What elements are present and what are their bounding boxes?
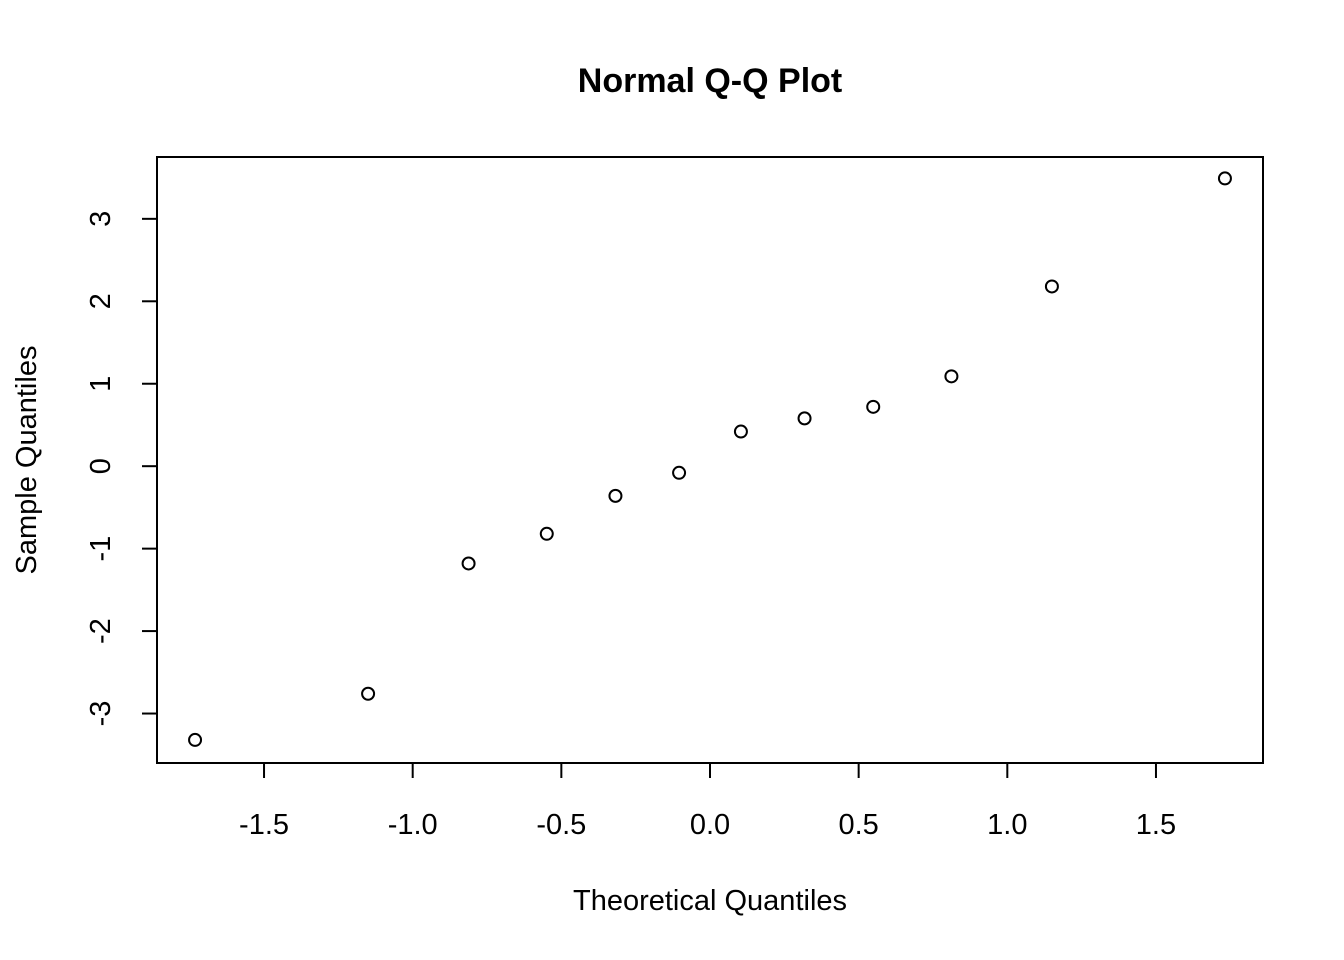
y-tick-label: 0 [85,458,117,474]
data-point [461,556,476,571]
y-tick-label: 2 [85,293,117,309]
data-point [866,399,881,414]
x-axis-label: Theoretical Quantiles [573,885,847,917]
y-tick-label: 1 [85,376,117,392]
data-point [539,526,554,541]
x-tick-label: -1.5 [239,809,289,841]
x-tick-label: 1.0 [987,809,1027,841]
x-tick-label: -0.5 [536,809,586,841]
data-point [672,465,687,480]
y-axis-label: Sample Quantiles [11,346,43,575]
data-point [733,424,748,439]
y-tick-label: -2 [85,618,117,644]
data-point [1217,171,1232,186]
x-tick-label: 1.5 [1136,809,1176,841]
x-tick-label: 0.5 [838,809,878,841]
data-point [797,411,812,426]
plot-frame [156,156,1264,764]
data-point [608,488,623,503]
data-point [1044,279,1059,294]
y-tick-label: 3 [85,211,117,227]
data-point [361,686,376,701]
x-tick-label: 0.0 [690,809,730,841]
y-tick-label: -1 [85,536,117,562]
y-tick-label: -3 [85,701,117,727]
chart-title: Normal Q-Q Plot [578,62,842,100]
y-axis: -3 -2 -1 0 1 2 3 [85,211,158,727]
x-axis: -1.5 -1.0 -0.5 0.0 0.5 1.0 1.5 [239,762,1176,841]
data-point [944,369,959,384]
data-points [188,171,1232,747]
x-tick-label: -1.0 [388,809,438,841]
data-point [188,732,203,747]
